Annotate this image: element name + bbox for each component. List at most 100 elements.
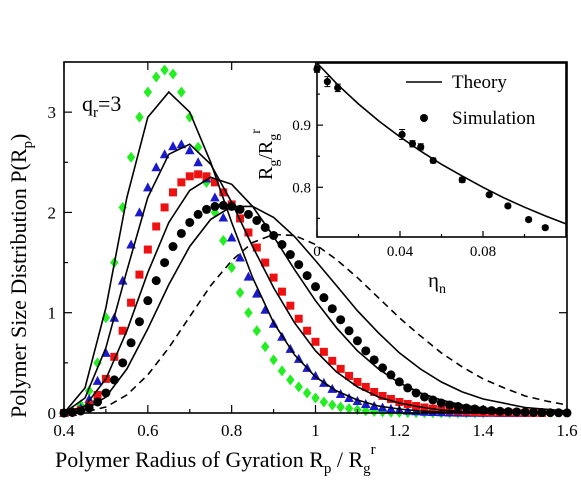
inset-plot-content [313,62,567,232]
data-point [386,394,395,403]
legend-simulation-marker [420,114,428,122]
data-point [160,258,170,268]
data-point [160,203,169,212]
inset-data-point [323,78,331,86]
x-tick-label: 0.8 [221,421,242,440]
legend-theory-label: Theory [452,72,507,93]
data-point [319,293,329,303]
main-plot-ticks: 0.4 0.6 0.8 1 1.2 1.4 1.6 0 1 2 3 [48,62,578,440]
data-point [243,209,253,219]
theory-curve [63,205,568,414]
data-point [328,399,337,411]
data-point [194,170,203,179]
data-point [503,407,513,417]
data-point [152,222,161,231]
data-point [302,271,312,281]
inset-data-point [398,130,406,139]
data-point [118,358,128,368]
x-tick-label: 1.6 [556,421,577,440]
data-point [286,374,295,386]
data-point [311,337,320,346]
data-point [269,273,278,282]
data-point [168,242,178,252]
data-point [261,341,270,353]
data-point [219,235,228,247]
data-point [93,357,102,369]
data-point [168,188,177,197]
data-point [152,71,161,83]
data-point [369,355,379,365]
data-point [159,149,170,159]
data-point [84,385,94,397]
data-point [294,314,303,323]
data-point [134,207,145,217]
data-point [134,317,144,327]
data-point [252,325,262,337]
data-point [126,338,136,348]
inset-data-point [417,143,425,151]
data-point [135,270,144,279]
data-point [210,201,220,211]
inset-y-axis-title: Rg/Rgr [249,129,282,180]
theory-curve [63,176,568,414]
data-point [361,382,370,391]
inset-background [317,63,566,237]
series-diamond [59,64,488,419]
inset-legend: Theory Simulation [406,72,536,129]
x-tick-label: 0.4 [53,421,75,440]
data-point [378,391,387,400]
data-point [244,307,253,319]
inset-data-point [334,84,342,92]
data-point [353,377,362,386]
inset-x-axis-title: ηn [428,268,446,297]
data-point [168,68,178,80]
data-point [294,381,303,393]
data-point [168,141,178,151]
inset-x-tick-label: 0.08 [470,244,496,260]
data-point [193,157,203,167]
data-point [160,64,169,76]
data-point [184,145,195,155]
data-point [345,371,354,380]
data-point [109,375,119,385]
data-point [294,260,304,270]
data-point [361,346,371,356]
x-tick-label: 0.6 [137,421,158,440]
data-point [285,250,295,260]
data-point [143,245,152,254]
data-point [319,396,329,408]
data-point [252,288,262,298]
y-tick-label: 0 [48,404,57,423]
data-point [311,392,320,404]
data-point [218,212,229,222]
data-point [176,228,186,238]
data-point [252,243,261,252]
data-point [302,387,312,399]
inset-theory-curve [316,62,567,225]
data-point [328,356,337,365]
data-point [193,209,203,219]
theory-curve [63,143,526,414]
y-tick-label: 1 [48,304,57,323]
data-point [185,217,195,227]
data-point [177,86,186,98]
data-point [202,204,212,214]
data-point [311,282,320,292]
x-tick-label: 1.2 [389,421,410,440]
data-point [110,352,119,361]
data-point [286,301,295,310]
data-point [344,326,354,336]
legend-simulation-label: Simulation [452,108,536,129]
data-point [135,111,144,123]
data-point [243,271,254,281]
data-point [126,151,136,163]
data-point [235,287,245,299]
data-point [319,347,328,356]
data-point [244,228,253,237]
data-point [143,182,153,192]
data-point [84,393,94,403]
data-point [352,336,362,346]
theory-curve [63,90,526,414]
y-tick-label: 2 [48,203,57,222]
